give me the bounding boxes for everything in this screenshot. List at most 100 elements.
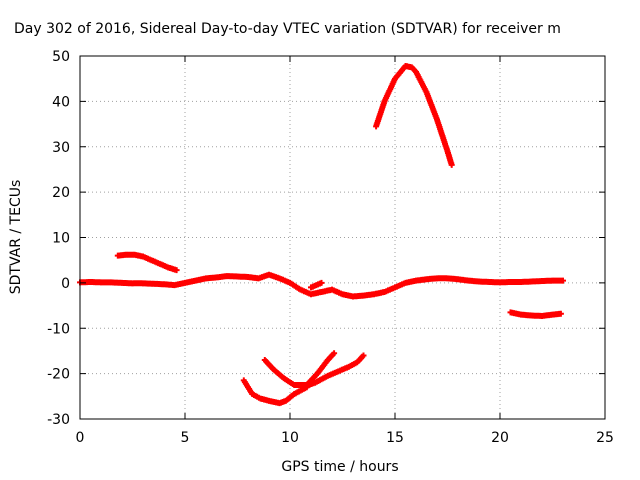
data-track: [301, 380, 317, 390]
data-track: [530, 312, 544, 319]
data-track: [204, 274, 218, 282]
data-track: [278, 398, 288, 406]
data-series: [114, 251, 180, 274]
data-track: [355, 353, 366, 364]
y-tick-label: -10: [47, 321, 70, 337]
data-track: [393, 64, 408, 81]
data-track: [414, 276, 428, 284]
data-track: [435, 275, 449, 282]
data-track: [162, 281, 176, 288]
data-track: [477, 278, 491, 285]
y-tick-label: -20: [47, 367, 70, 383]
data-track: [313, 373, 330, 385]
data-track: [131, 280, 145, 287]
data-track: [362, 291, 376, 299]
data-track: [288, 280, 302, 292]
data-track: [337, 364, 351, 374]
data-track: [110, 279, 124, 286]
y-tick-label: 20: [52, 185, 70, 201]
data-track: [257, 272, 271, 281]
data-track: [141, 280, 155, 287]
data-track: [89, 279, 103, 286]
data-track: [383, 285, 397, 295]
data-track: [347, 360, 359, 369]
x-tick-label: 25: [596, 430, 614, 446]
data-track: [351, 292, 365, 300]
data-track: [467, 277, 481, 285]
data-track: [278, 276, 292, 286]
x-axis-label: GPS time / hours: [281, 459, 398, 475]
data-track: [152, 280, 166, 288]
data-series: [240, 377, 310, 407]
data-track: [150, 257, 162, 267]
data-track: [509, 279, 523, 285]
data-series: [261, 350, 338, 388]
data-track: [409, 65, 418, 74]
data-track: [509, 309, 523, 318]
data-track: [530, 278, 544, 285]
data-track: [78, 279, 92, 286]
data-track: [551, 277, 565, 284]
data-track: [267, 398, 281, 406]
data-track: [124, 251, 136, 258]
data-track: [393, 280, 407, 290]
data-track: [519, 311, 533, 319]
data-track: [320, 287, 334, 295]
data-layer: [77, 62, 566, 407]
data-track: [341, 291, 355, 300]
data-track: [551, 310, 563, 318]
data-track: [250, 392, 262, 401]
data-track: [299, 287, 313, 297]
data-track: [158, 261, 170, 270]
data-track: [309, 289, 323, 297]
data-track: [315, 358, 330, 376]
data-track: [404, 63, 414, 70]
data-track: [540, 311, 554, 319]
chart-title: Day 302 of 2016, Sidereal Day-to-day VTE…: [14, 21, 561, 37]
data-track: [120, 280, 134, 287]
data-track: [326, 369, 340, 379]
data-track: [225, 273, 239, 280]
data-track: [404, 278, 418, 286]
data-series: [507, 309, 564, 319]
data-track: [282, 376, 296, 387]
x-tick-label: 5: [181, 430, 190, 446]
data-track: [194, 275, 208, 284]
data-track: [488, 279, 502, 286]
y-tick-label: -30: [47, 412, 70, 428]
data-track: [425, 275, 439, 283]
y-tick-label: 0: [61, 276, 70, 292]
data-track: [445, 150, 455, 167]
data-track: [259, 396, 271, 404]
y-tick-label: 10: [52, 231, 70, 247]
y-tick-label: 50: [52, 49, 70, 65]
data-track: [267, 272, 281, 281]
y-tick-label: 30: [52, 140, 70, 156]
data-track: [519, 278, 533, 285]
data-track: [263, 358, 275, 371]
data-track: [330, 287, 344, 297]
data-series: [77, 271, 566, 300]
data-series: [308, 279, 325, 291]
data-track: [241, 379, 255, 396]
data-track: [382, 77, 398, 103]
x-tick-label: 10: [281, 430, 299, 446]
data-track: [246, 274, 260, 282]
y-tick-label: 40: [52, 94, 70, 110]
data-track: [498, 279, 512, 286]
data-track: [133, 252, 145, 260]
data-track: [166, 265, 178, 273]
plot-frame: [79, 55, 606, 420]
data-track: [116, 251, 128, 259]
data-series: [299, 352, 367, 391]
data-track: [540, 277, 554, 284]
data-series: [373, 62, 455, 168]
data-track: [215, 273, 229, 281]
data-track: [372, 289, 386, 297]
data-track: [173, 280, 187, 288]
data-track: [413, 70, 429, 94]
data-track: [446, 275, 460, 283]
grid: [80, 56, 605, 419]
data-track: [326, 351, 336, 362]
